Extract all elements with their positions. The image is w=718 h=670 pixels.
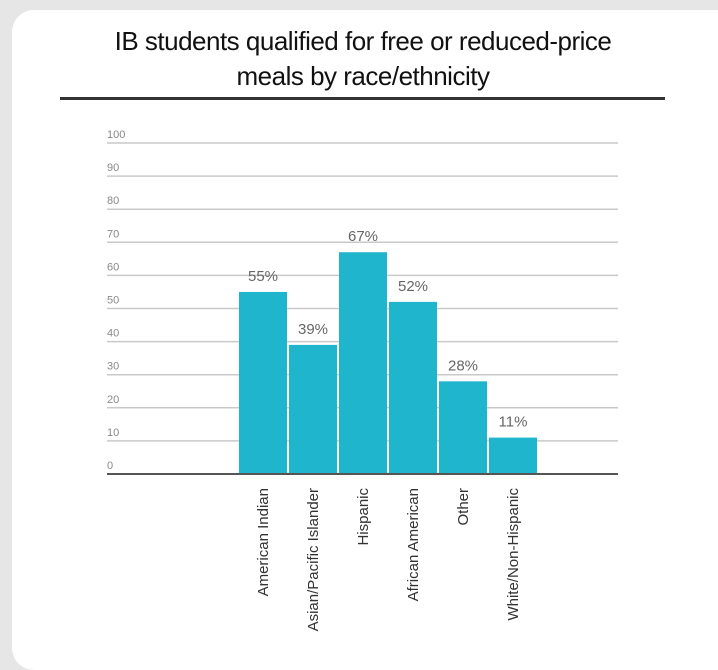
y-tick-label-20: 20 bbox=[107, 394, 119, 406]
data-label-1: 39% bbox=[298, 321, 328, 338]
bar-1 bbox=[289, 344, 337, 474]
y-tick-label-90: 90 bbox=[107, 162, 119, 174]
data-label-5: 11% bbox=[499, 414, 528, 431]
y-tick-label-70: 70 bbox=[107, 228, 119, 240]
chart-title: IB students qualified for free or reduce… bbox=[60, 24, 666, 94]
bar-0 bbox=[239, 291, 287, 474]
data-label-0: 55% bbox=[248, 268, 278, 285]
y-tick-label-30: 30 bbox=[107, 361, 119, 373]
x-category-label-0: American Indian bbox=[255, 488, 272, 596]
bar-5 bbox=[489, 437, 537, 474]
y-tick-label-60: 60 bbox=[107, 261, 119, 273]
data-label-2: 67% bbox=[348, 228, 378, 245]
x-category-label-4: Other bbox=[455, 488, 472, 526]
bar-4 bbox=[439, 381, 487, 474]
data-label-4: 28% bbox=[448, 357, 478, 374]
bar-2 bbox=[339, 252, 387, 474]
bar-chart: 0 10 20 30 40 50 60 70 80 90 100 55% American Indian… bbox=[107, 129, 618, 631]
y-tick-label-50: 50 bbox=[107, 295, 119, 307]
x-category-label-3: African American bbox=[405, 488, 422, 601]
x-category-label-5: White/Non-Hispanic bbox=[505, 488, 522, 621]
title-divider bbox=[60, 97, 665, 100]
y-tick-label-0: 0 bbox=[107, 460, 113, 472]
x-category-label-2: Hispanic bbox=[355, 488, 372, 546]
x-category-label-1: Asian/Pacific Islander bbox=[305, 488, 322, 631]
y-tick-label-100: 100 bbox=[107, 129, 125, 141]
chart-title-line-2: meals by race/ethnicity bbox=[236, 61, 490, 91]
y-tick-label-80: 80 bbox=[107, 195, 119, 207]
y-tick-label-10: 10 bbox=[107, 427, 119, 439]
bar-3 bbox=[389, 301, 437, 474]
y-tick-label-40: 40 bbox=[107, 328, 119, 340]
data-label-3: 52% bbox=[398, 278, 428, 295]
chart-title-line-1: IB students qualified for free or reduce… bbox=[114, 26, 612, 56]
